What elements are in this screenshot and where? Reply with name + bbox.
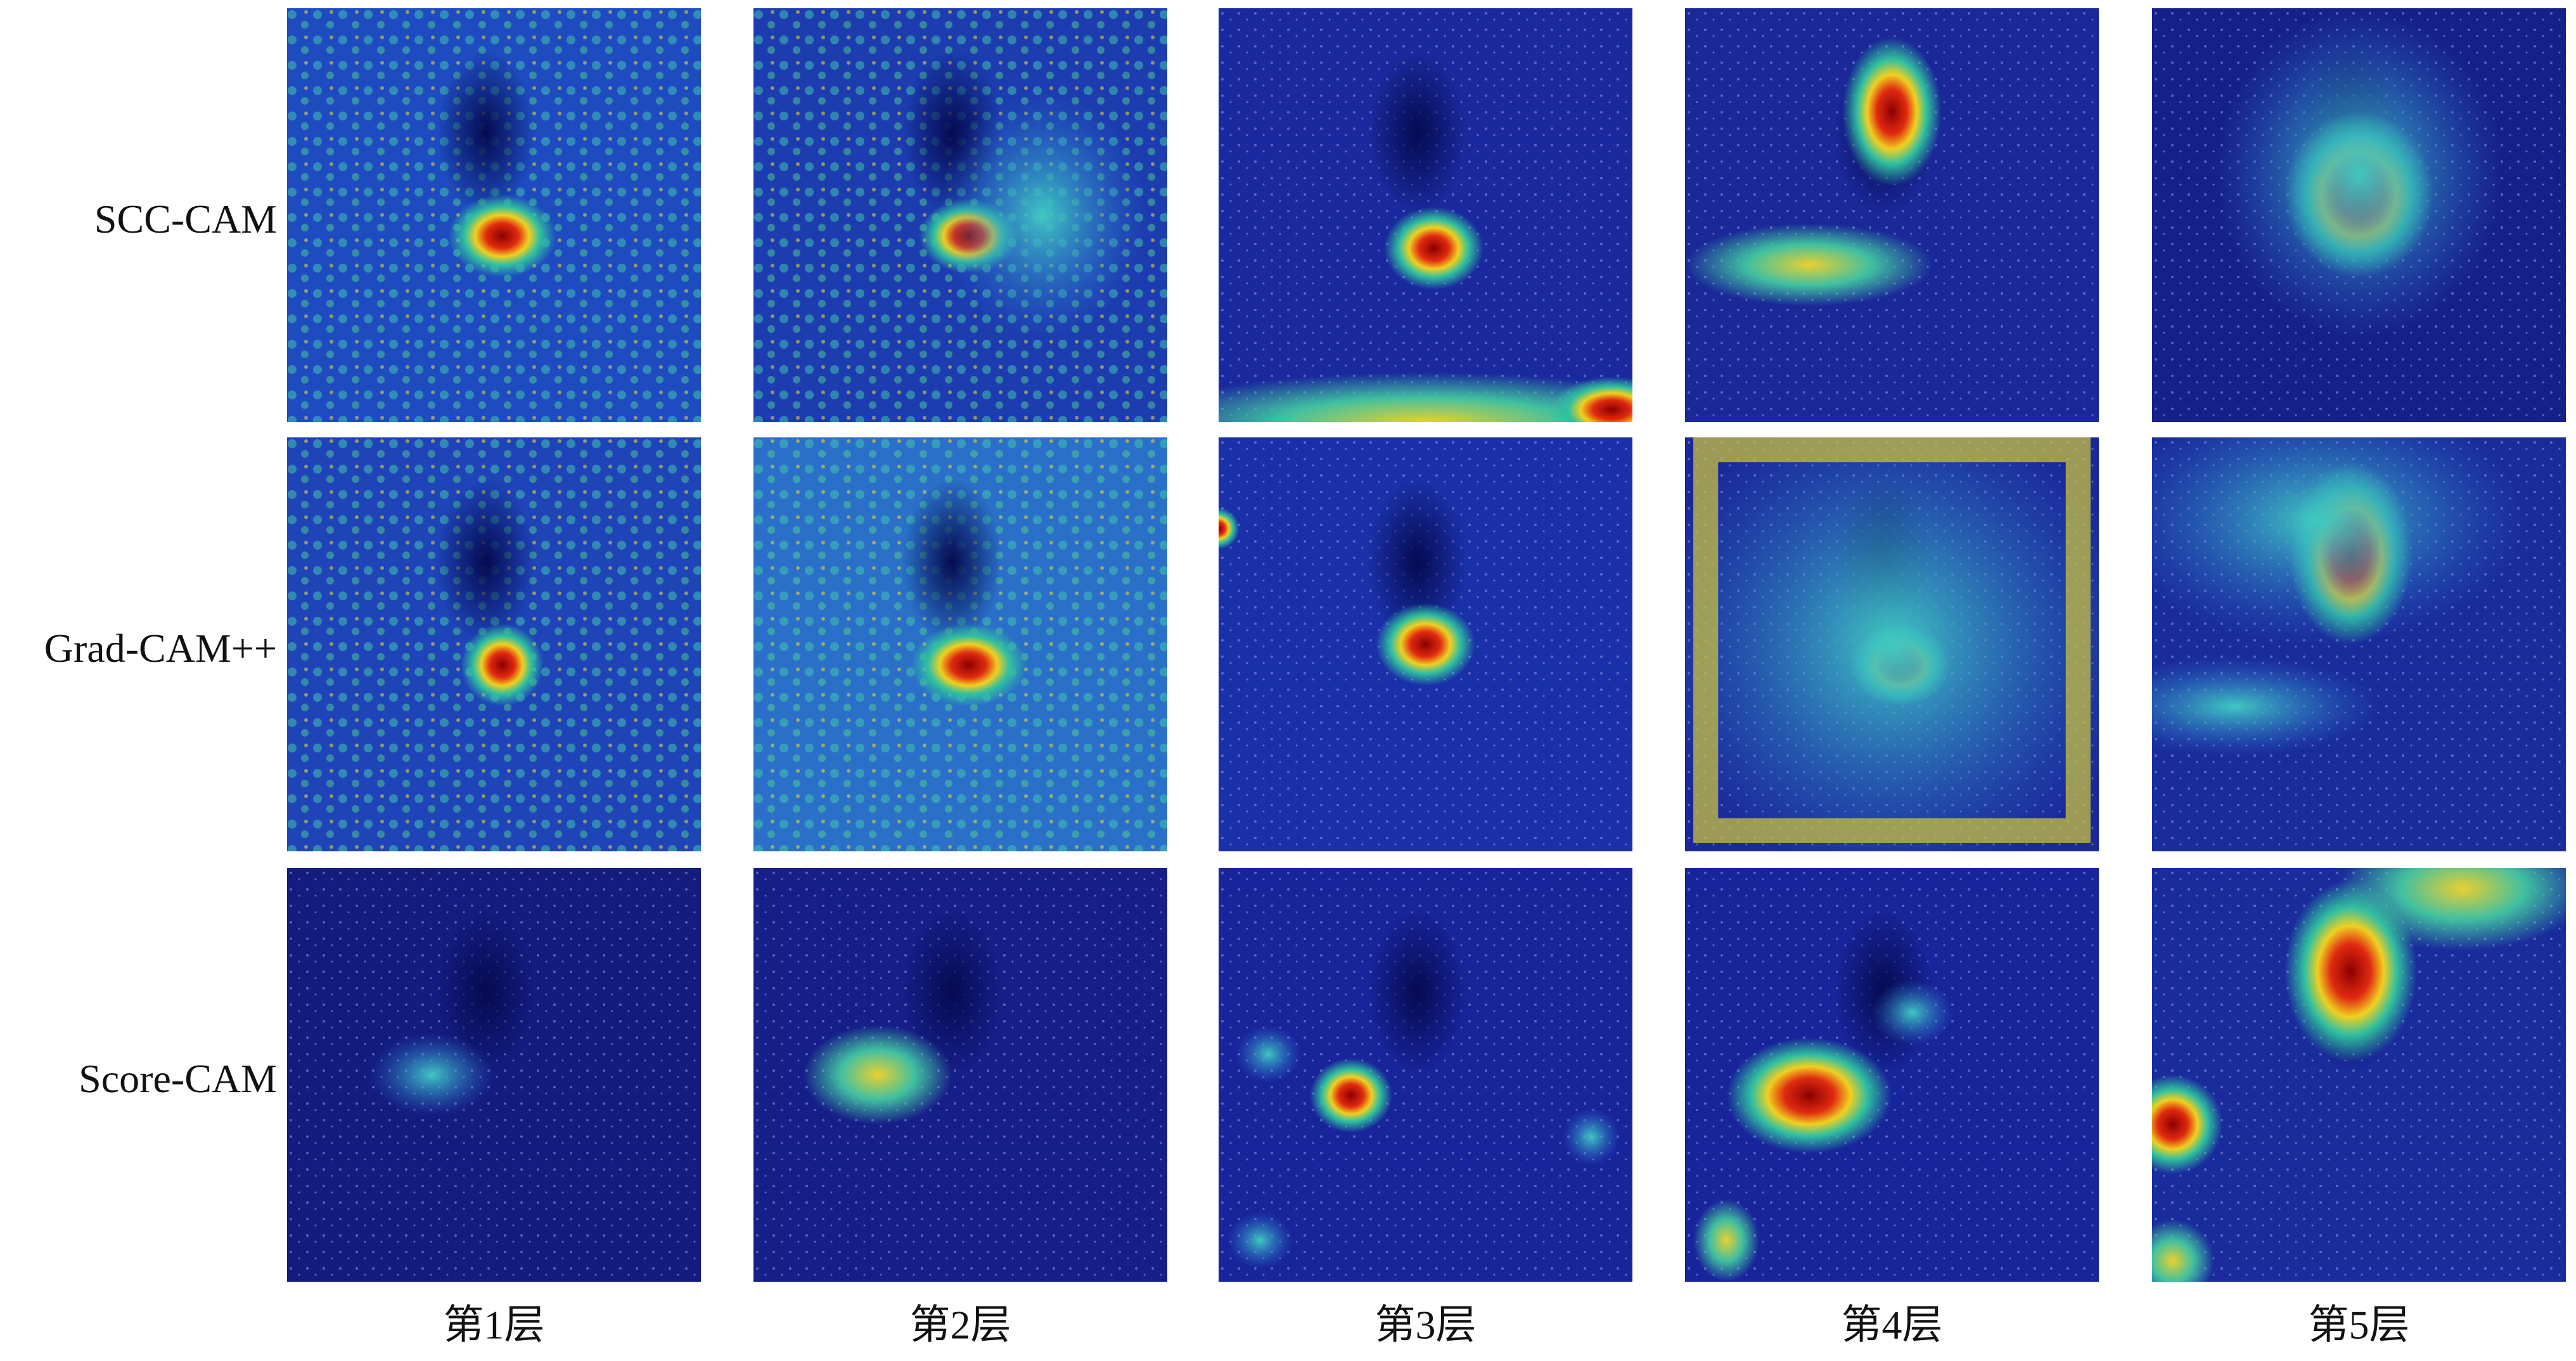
heatmap-image xyxy=(1219,437,1632,851)
heatmap-grid xyxy=(287,8,2566,1282)
heatmap-image xyxy=(287,437,701,851)
activation-blob xyxy=(2152,657,2380,756)
row-label: Score-CAM xyxy=(79,1056,277,1101)
heatmap-image xyxy=(2152,437,2566,851)
column-label: 第2层 xyxy=(910,1303,1011,1348)
row-label: SCC-CAM xyxy=(94,197,277,242)
heatmap-image xyxy=(2152,8,2566,422)
border-activation xyxy=(1693,437,2091,843)
column-label: 第5层 xyxy=(2309,1303,2410,1348)
activation-blob xyxy=(2214,8,2504,340)
activation-blob xyxy=(1726,1037,1892,1154)
activation-blob xyxy=(2152,1220,2214,1282)
activation-blob xyxy=(1227,1211,1293,1270)
activation-blob xyxy=(1309,1058,1393,1133)
dark-region xyxy=(436,49,535,216)
activation-blob xyxy=(2152,1074,2222,1175)
dark-region xyxy=(902,479,1002,645)
activation-blob xyxy=(2152,437,2525,645)
activation-blob xyxy=(1685,437,2099,851)
activation-blob xyxy=(369,1033,494,1116)
heatmap-image xyxy=(1685,8,2099,422)
activation-blob xyxy=(803,1025,952,1125)
activation-blob xyxy=(2338,868,2566,951)
heatmap-image xyxy=(1685,868,2099,1282)
dark-region xyxy=(436,909,535,1075)
activation-blob xyxy=(461,623,544,707)
activation-blob xyxy=(911,623,1027,707)
dark-region xyxy=(902,909,1002,1075)
activation-blob xyxy=(1685,223,1933,307)
activation-blob xyxy=(448,194,556,278)
activation-blob xyxy=(1549,377,1632,422)
activation-blob xyxy=(1384,207,1483,290)
activation-blob xyxy=(1561,1107,1620,1166)
activation-blob xyxy=(1871,979,1954,1046)
column-label: 第4层 xyxy=(1842,1303,1943,1348)
heatmap-image xyxy=(1685,437,2099,851)
column-label: 第3层 xyxy=(1375,1303,1477,1348)
activation-blob xyxy=(1693,1199,1760,1282)
heatmap-image xyxy=(753,437,1167,851)
dark-region xyxy=(1368,49,1467,216)
heatmap-image xyxy=(2152,868,2566,1282)
heatmap-image xyxy=(753,8,1167,422)
row-label: Grad-CAM++ xyxy=(44,626,277,671)
heatmap-image xyxy=(1219,8,1632,422)
heatmap-image xyxy=(287,8,701,422)
activation-blob xyxy=(1842,37,1942,186)
activation-blob xyxy=(1235,1025,1302,1083)
heatmap-image xyxy=(287,868,701,1282)
column-label: 第1层 xyxy=(444,1303,545,1348)
dark-region xyxy=(1368,909,1467,1075)
activation-blob xyxy=(1219,508,1240,550)
activation-blob xyxy=(939,91,1147,340)
dark-region xyxy=(436,479,535,645)
activation-blob xyxy=(1219,372,1632,422)
activation-blob xyxy=(1376,603,1475,686)
dark-region xyxy=(1368,479,1467,645)
heatmap-image xyxy=(1219,868,1632,1282)
heatmap-image xyxy=(753,868,1167,1282)
